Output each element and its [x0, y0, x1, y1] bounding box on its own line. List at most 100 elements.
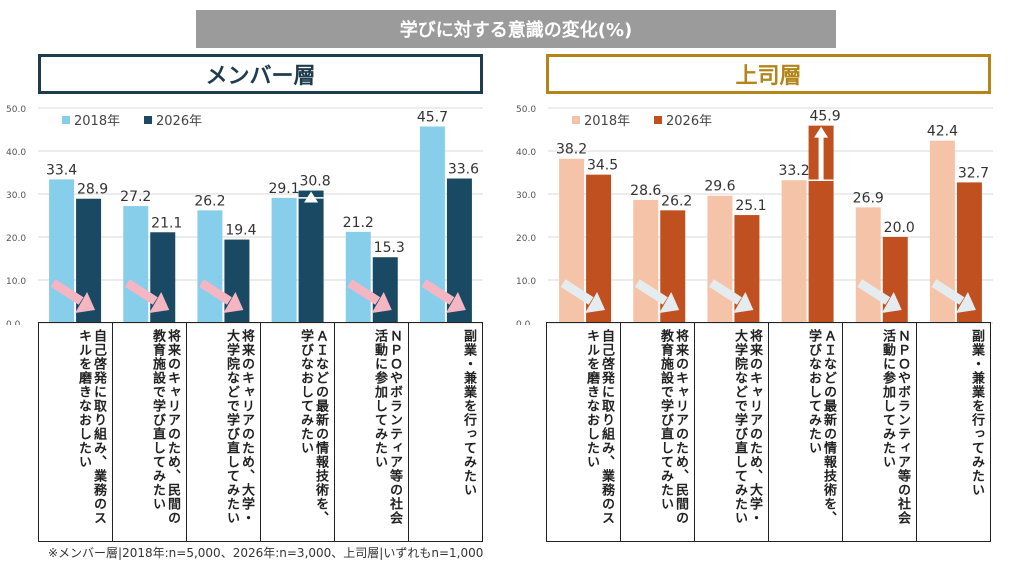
decrease-arrow: [634, 279, 680, 313]
decrease-arrowhead: [75, 292, 96, 313]
decrease-arrow: [421, 279, 466, 313]
panel-title-managers: 上司層: [546, 54, 991, 94]
category-cell: 自己啓発に取り組み、業務のスキルを磨きなおしたい: [547, 323, 621, 541]
bar-2018: [707, 195, 733, 323]
bar-2018: [781, 180, 807, 323]
bar-2026: [298, 190, 324, 323]
decrease-arrow-shaft: [857, 279, 891, 305]
decrease-arrow-shaft: [634, 279, 668, 305]
decrease-arrow: [50, 279, 96, 313]
decrease-arrow: [124, 279, 170, 313]
decrease-arrowhead: [733, 292, 754, 313]
page-title: 学びに対する意識の変化(%): [196, 10, 836, 48]
data-label-2018: 26.9: [853, 190, 884, 206]
legend-label: 2018年: [584, 114, 630, 129]
data-label-2018: 26.2: [194, 193, 225, 209]
y-tick-label: 10.0: [516, 277, 536, 287]
category-label: ＡＩなどの最新の情報技術を、学びなおしてみたい: [298, 329, 328, 525]
bar-2018: [49, 179, 75, 323]
y-tick-label: 40.0: [516, 148, 536, 158]
data-label-2026: 28.9: [77, 182, 108, 198]
y-tick-label: 50.0: [6, 105, 26, 115]
data-label-2018: 29.6: [704, 179, 735, 195]
y-tick-label: 40.0: [6, 148, 26, 158]
category-cell: 自己啓発に取り組み、業務のスキルを磨きなおしたい: [39, 323, 113, 541]
chart-managers: 0.0 10.0 20.0 30.0 40.0 50.0 2018年 2026年 38.234.…: [516, 105, 993, 325]
decrease-arrow-shaft: [708, 279, 742, 305]
bar-2018: [345, 231, 371, 323]
data-label-2018: 28.6: [630, 183, 661, 199]
legend-swatch: [62, 116, 70, 124]
category-label: ＮＰＯやボランティア等の社会活動に参加してみたい: [880, 329, 910, 525]
category-label: 副業・兼業を行ってみたい: [969, 329, 984, 497]
data-label-2026: 30.8: [299, 174, 330, 190]
data-label-2026: 21.1: [151, 215, 182, 231]
category-cell: 副業・兼業を行ってみたい: [917, 323, 990, 541]
category-label: 自己啓発に取り組み、業務のスキルを磨きなおしたい: [584, 329, 614, 525]
data-label-2018: 27.2: [120, 189, 151, 205]
data-label-2026: 32.7: [958, 165, 989, 181]
y-tick-label: 20.0: [516, 234, 536, 244]
category-label: 将来のキャリアのため、大学・大学院などで学び直してみたい: [732, 329, 762, 525]
y-tick-label: 10.0: [6, 277, 26, 287]
decrease-arrowhead: [223, 292, 244, 313]
y-tick-label: 0.0: [6, 320, 21, 325]
bar-2018: [197, 210, 223, 323]
legend-swatch: [654, 116, 662, 124]
decrease-arrow-shaft: [50, 279, 84, 305]
category-label: 将来のキャリアのため、民間の教育施設で学び直してみたい: [150, 329, 180, 525]
category-label: ＮＰＯやボランティア等の社会活動に参加してみたい: [372, 329, 402, 525]
bar-2018: [633, 200, 659, 323]
decrease-arrowhead: [585, 292, 606, 313]
decrease-arrow: [931, 279, 976, 313]
bar-2018: [271, 197, 297, 323]
data-label-2018: 21.2: [343, 215, 374, 231]
legend-label: 2018年: [74, 114, 120, 129]
panel-title-members: メンバー層: [38, 54, 483, 94]
decrease-arrowhead: [881, 292, 902, 313]
category-cell: ＡＩなどの最新の情報技術を、学びなおしてみたい: [769, 323, 843, 541]
decrease-arrow: [857, 279, 902, 313]
decrease-arrow-shaft: [347, 279, 381, 305]
decrease-arrowhead: [955, 292, 976, 313]
category-cell: 副業・兼業を行ってみたい: [409, 323, 482, 541]
decrease-arrow-shaft: [560, 279, 594, 305]
bar-2018: [855, 207, 881, 323]
data-label-2026: 15.3: [374, 240, 405, 256]
data-label-2026: 19.4: [225, 223, 256, 239]
y-tick-label: 30.0: [6, 191, 26, 201]
category-label: 将来のキャリアのため、民間の教育施設で学び直してみたい: [658, 329, 688, 525]
decrease-arrow: [347, 279, 392, 313]
data-label-2018: 29.1: [268, 181, 299, 197]
data-label-2018: 38.2: [556, 142, 587, 158]
y-tick-label: 20.0: [6, 234, 26, 244]
decrease-arrow: [198, 279, 244, 313]
category-table-members: 自己啓発に取り組み、業務のスキルを磨きなおしたい 将来のキャリアのため、民間の教育…: [38, 322, 483, 542]
decrease-arrow: [560, 279, 606, 313]
decrease-arrowhead: [149, 292, 170, 313]
data-label-2018: 33.4: [46, 162, 77, 178]
legend-label: 2026年: [666, 114, 712, 129]
category-label: 将来のキャリアのため、大学・大学院などで学び直してみたい: [224, 329, 254, 525]
increase-arrowhead: [304, 191, 319, 203]
y-tick-label: 0.0: [516, 320, 531, 325]
data-label-2026: 33.6: [448, 162, 479, 178]
decrease-arrow: [708, 279, 754, 313]
decrease-arrow-shaft: [421, 279, 455, 305]
legend-swatch: [144, 116, 152, 124]
data-label-2018: 42.4: [927, 124, 958, 140]
increase-arrowhead: [814, 126, 829, 138]
category-cell: ＡＩなどの最新の情報技術を、学びなおしてみたい: [261, 323, 335, 541]
data-label-2018: 45.7: [417, 109, 448, 125]
category-cell: 将来のキャリアのため、大学・大学院などで学び直してみたい: [187, 323, 261, 541]
data-label-2026: 45.9: [809, 109, 840, 125]
chart-members: 0.0 10.0 20.0 30.0 40.0 50.0 2018年 2026年 33.428.…: [6, 105, 483, 325]
data-label-2026: 20.0: [884, 220, 915, 236]
category-cell: 将来のキャリアのため、民間の教育施設で学び直してみたい: [621, 323, 695, 541]
data-label-2026: 25.1: [735, 198, 766, 214]
decrease-arrowhead: [445, 292, 466, 313]
decrease-arrowhead: [371, 292, 392, 313]
category-cell: ＮＰＯやボランティア等の社会活動に参加してみたい: [335, 323, 409, 541]
y-tick-label: 50.0: [516, 105, 536, 115]
category-cell: 将来のキャリアのため、大学・大学院などで学び直してみたい: [695, 323, 769, 541]
